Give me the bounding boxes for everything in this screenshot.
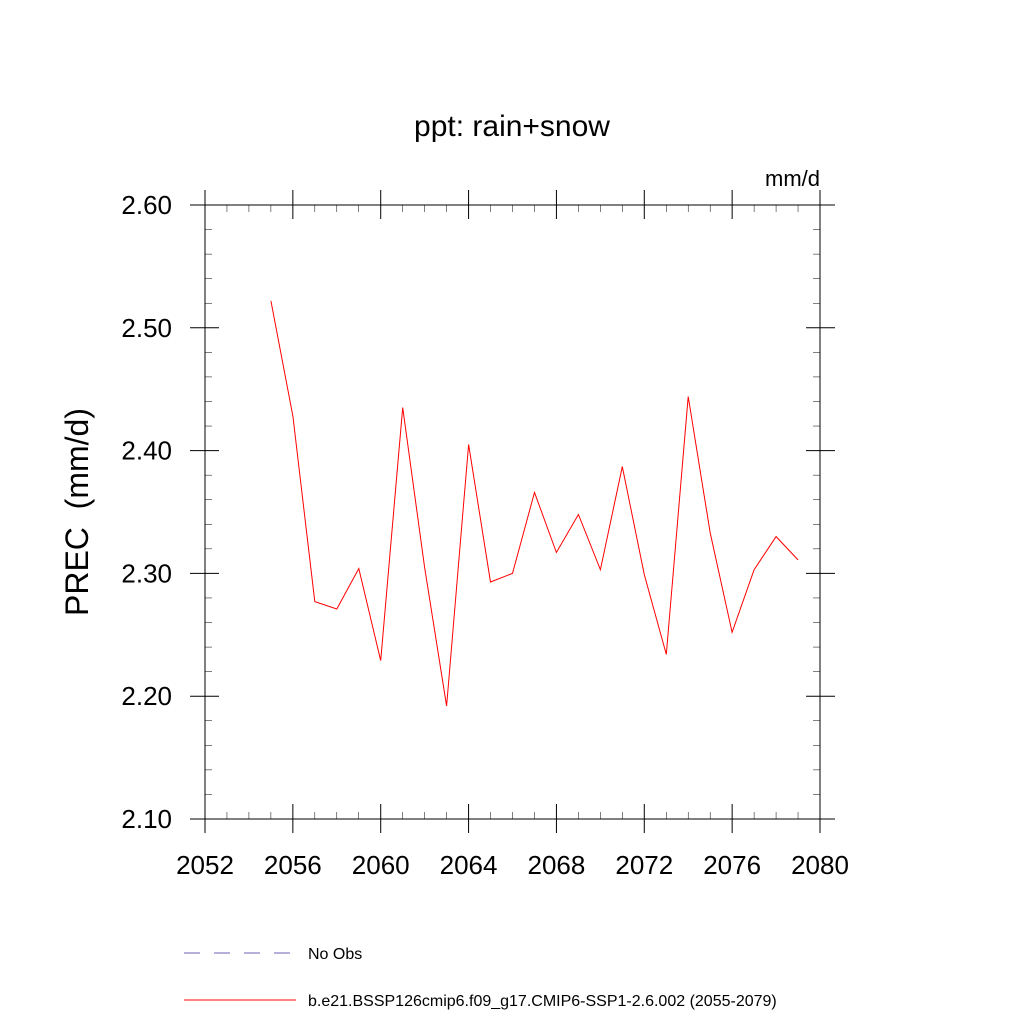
axis-ticks (190, 190, 835, 833)
units-label: mm/d (765, 166, 820, 191)
series-line-0 (270, 300, 799, 707)
legend: No Obs b.e21.BSSP126cmip6.f09_g17.CMIP6-… (184, 946, 777, 1010)
y-tick-label: 2.30 (121, 558, 172, 588)
x-tick-label: 2052 (176, 850, 234, 880)
x-tick-label: 2080 (791, 850, 849, 880)
y-tick-label: 2.10 (121, 804, 172, 834)
x-tick-label: 2060 (352, 850, 410, 880)
x-tick-label: 2076 (703, 850, 761, 880)
chart-title: ppt: rain+snow (414, 110, 610, 143)
axis-tick-labels: 2052 2056 2060 2064 2068 2072 2076 2080 2.10 2.20… (121, 190, 849, 880)
y-axis-label: PREC (mm/d) (59, 408, 95, 616)
x-tick-label: 2068 (528, 850, 586, 880)
y-tick-label: 2.50 (121, 313, 172, 343)
x-tick-label: 2072 (615, 850, 673, 880)
y-tick-label: 2.60 (121, 190, 172, 220)
x-tick-label: 2056 (264, 850, 322, 880)
legend-label-model: b.e21.BSSP126cmip6.f09_g17.CMIP6-SSP1-2.… (308, 993, 777, 1010)
legend-label-no-obs: No Obs (308, 946, 362, 963)
y-tick-label: 2.20 (121, 681, 172, 711)
y-tick-label: 2.40 (121, 436, 172, 466)
series-group (270, 300, 799, 707)
plot-frame (204, 204, 821, 820)
x-tick-label: 2064 (440, 850, 498, 880)
